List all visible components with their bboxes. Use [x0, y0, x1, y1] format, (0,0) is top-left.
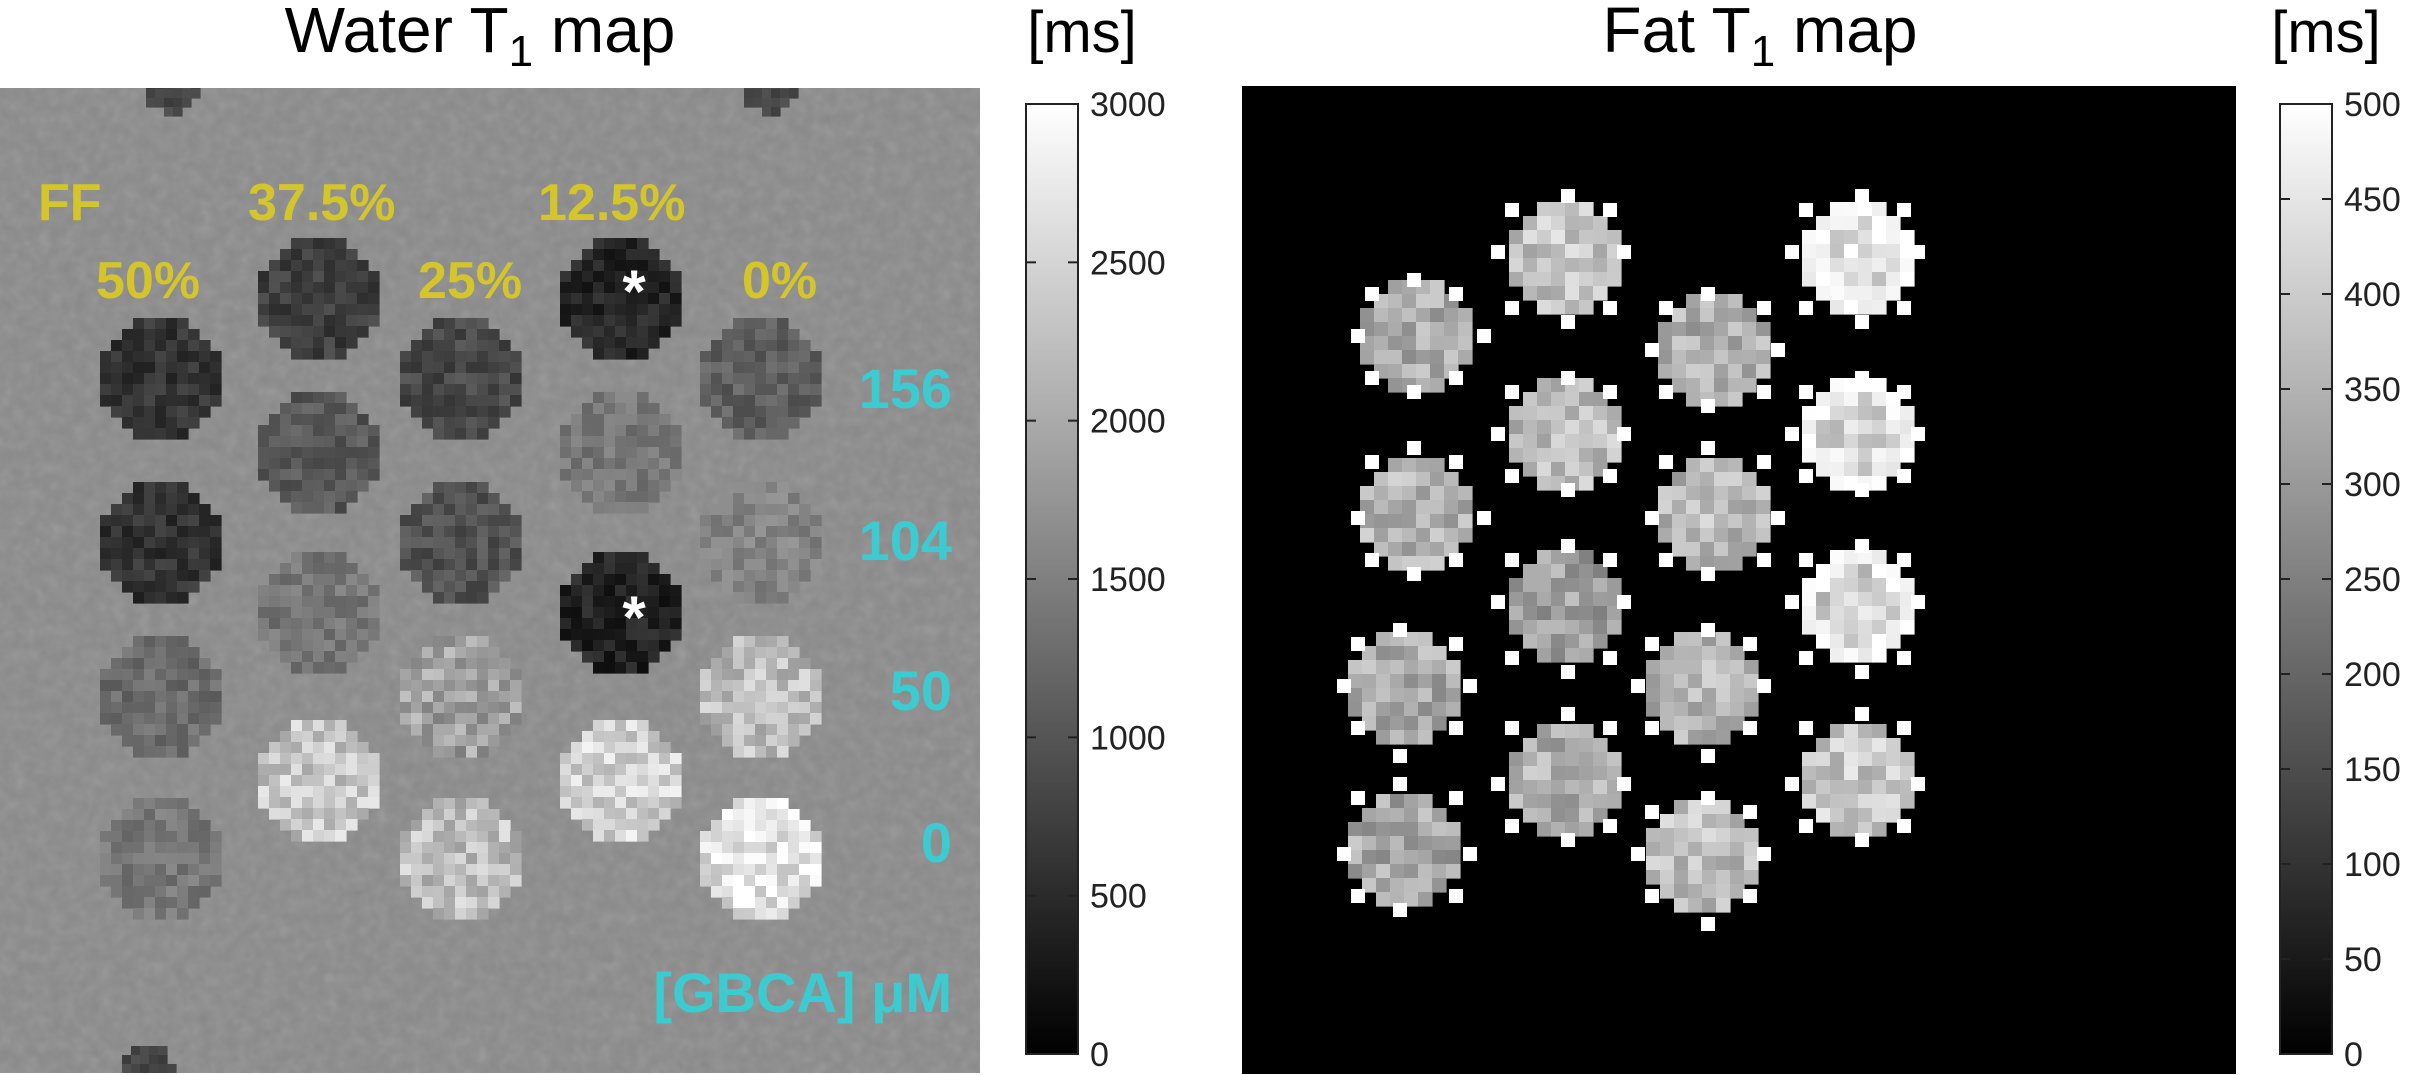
colorbar-tick-label: 0	[2344, 1036, 2363, 1074]
ff-header-label: FF	[38, 174, 102, 232]
gbca-label-156: 156	[859, 357, 952, 420]
colorbar-tick-label: 1500	[1090, 561, 1166, 599]
colorbar-tick-label: 250	[2344, 561, 2401, 599]
colorbar-tick-label: 0	[1090, 1036, 1109, 1074]
water-map-title: Water T1 map	[285, 0, 676, 76]
colorbar-tick-label: 400	[2344, 276, 2401, 314]
asterisk-marker-top: *	[622, 258, 646, 325]
ff-label-25: 25%	[418, 252, 522, 310]
fat-t1-image	[1242, 86, 2236, 1074]
fat-t1-panel: Fat T1 map [ms] 500450400350300250200150…	[1242, 0, 2401, 1074]
colorbar-tick-label: 450	[2344, 181, 2401, 219]
gbca-label-104: 104	[859, 509, 952, 572]
colorbar-tick-label: 300	[2344, 466, 2401, 504]
colorbar-tick-label: 50	[2344, 941, 2382, 979]
water-t1-panel: Water T1 map FF 37.5% 12.5% 50% 25% 0% 1…	[0, 0, 1166, 1074]
fat-map-title: Fat T1 map	[1603, 0, 1918, 76]
colorbar-tick-label: 2000	[1090, 403, 1166, 441]
ff-label-50: 50%	[96, 252, 200, 310]
water-partial-vials	[122, 88, 799, 1073]
fat-phantom-array	[1337, 189, 1925, 931]
colorbar-tick-label: 3000	[1090, 86, 1166, 124]
colorbar-tick-label: 200	[2344, 656, 2401, 694]
colorbar-tick-label: 350	[2344, 371, 2401, 409]
water-colorbar: [ms] 3000 2500 2000 1500 1000 500 0	[1025, 0, 1166, 1074]
water-colorbar-unit: [ms]	[1027, 0, 1137, 65]
ff-label-0: 0%	[742, 252, 817, 310]
ff-label-12-5: 12.5%	[538, 174, 685, 232]
water-t1-image	[0, 88, 980, 1073]
water-colorbar-ticks: 3000 2500 2000 1500 1000 500 0	[1026, 86, 1166, 1074]
colorbar-tick-label: 150	[2344, 751, 2401, 789]
gbca-unit-label: [GBCA] μM	[653, 961, 952, 1024]
colorbar-tick-label: 2500	[1090, 244, 1166, 282]
colorbar-tick-label: 1000	[1090, 719, 1166, 757]
fat-colorbar-unit: [ms]	[2271, 0, 2381, 65]
gbca-label-0: 0	[921, 811, 952, 874]
colorbar-tick-label: 100	[2344, 846, 2401, 884]
asterisk-marker-bottom: *	[622, 584, 646, 651]
gbca-label-50: 50	[890, 659, 952, 722]
ff-label-37-5: 37.5%	[248, 174, 395, 232]
colorbar-tick-label: 500	[1090, 878, 1147, 916]
water-phantom-array	[100, 238, 822, 920]
colorbar-tick-label: 500	[2344, 86, 2401, 124]
